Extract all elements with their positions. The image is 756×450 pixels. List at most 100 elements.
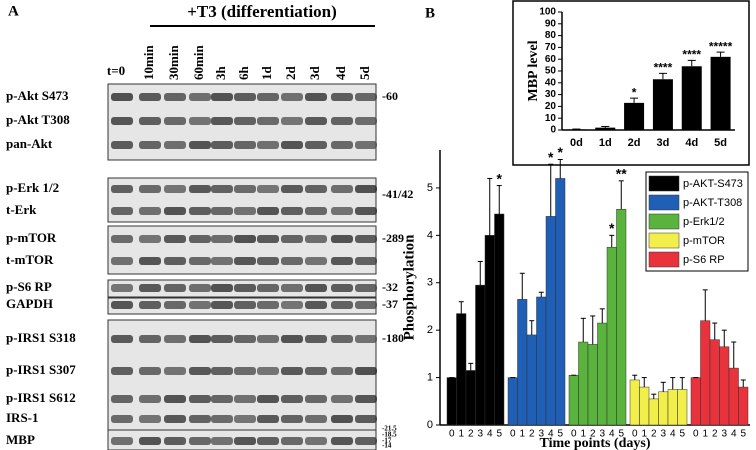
x-tick-label: 2 — [651, 429, 657, 440]
blot-band — [111, 235, 133, 243]
bar — [446, 377, 457, 426]
row-label: MBP — [6, 432, 35, 447]
blot-band — [281, 141, 303, 149]
blot-band — [305, 301, 327, 309]
blot-band — [281, 207, 303, 215]
size-marker: -41/42 — [382, 187, 413, 201]
size-marker: -14 — [382, 442, 392, 450]
row-label: p-Akt T308 — [6, 112, 70, 127]
bar — [639, 386, 650, 426]
bar — [677, 389, 688, 426]
bar — [597, 322, 608, 426]
error-bar — [687, 59, 696, 67]
x-tick-label: 5 — [618, 429, 624, 440]
bar — [616, 209, 627, 426]
size-marker: -32 — [382, 280, 398, 294]
bar — [681, 66, 702, 130]
blot-band — [234, 437, 256, 445]
x-tick-label: 4d — [685, 137, 698, 149]
error-bar — [740, 379, 746, 388]
blot-band — [305, 437, 327, 445]
blot-band — [281, 284, 303, 292]
timepoint-label: 2d — [283, 66, 298, 81]
blot-band — [305, 207, 327, 215]
blot-band — [331, 415, 353, 423]
legend-swatch — [648, 175, 680, 192]
bar — [690, 377, 701, 426]
error-bar — [632, 374, 638, 380]
blot-band — [139, 415, 161, 423]
blot-band — [111, 437, 133, 445]
blot-band — [234, 257, 256, 265]
error-bar — [702, 289, 708, 321]
blot-band — [139, 335, 161, 343]
row-label: IRS-1 — [6, 410, 39, 425]
blot-band — [164, 395, 186, 403]
blot-band — [164, 141, 186, 149]
x-tick-label: 0 — [510, 429, 516, 440]
bar — [624, 102, 645, 130]
blot-band — [355, 141, 377, 149]
legend-swatch — [648, 213, 680, 230]
inset-frame — [512, 0, 750, 166]
blot-band — [164, 185, 186, 193]
blot-band — [257, 185, 279, 193]
y-tick-label: 40 — [545, 77, 557, 88]
blot-band — [331, 117, 353, 125]
x-tick-label: 2 — [468, 429, 474, 440]
error-bar — [548, 163, 554, 217]
timepoint-label: 4d — [333, 66, 348, 81]
bar — [555, 178, 566, 426]
blot-band — [281, 335, 303, 343]
blot-band — [305, 395, 327, 403]
blot-band — [189, 93, 211, 101]
x-tick-label: 5d — [714, 137, 727, 149]
blot-band — [355, 93, 377, 101]
blot-band — [281, 395, 303, 403]
x-tick-label: 3 — [477, 429, 483, 440]
error-bar — [641, 377, 647, 388]
bar — [484, 235, 495, 426]
blot-band — [355, 301, 377, 309]
blot-band — [305, 141, 327, 149]
blot-band — [139, 437, 161, 445]
timepoint-label: 6h — [236, 66, 251, 81]
blot-band — [211, 367, 233, 375]
y-tick-label: 10 — [545, 113, 557, 124]
bar — [719, 346, 730, 426]
bar — [738, 386, 749, 426]
blot-band — [139, 185, 161, 193]
bar — [568, 374, 579, 426]
legend-label: p-AKT-S473 — [683, 178, 743, 190]
timepoint-label: 3d — [307, 66, 322, 81]
blot-band — [139, 235, 161, 243]
blot-band — [189, 117, 211, 125]
blot-band — [234, 207, 256, 215]
blot-band — [305, 335, 327, 343]
error-bar — [651, 393, 657, 399]
blot-band — [164, 415, 186, 423]
blot-band — [211, 235, 233, 243]
blot-band — [331, 395, 353, 403]
blot-band — [211, 284, 233, 292]
blot-band — [281, 235, 303, 243]
blot-band — [281, 257, 303, 265]
bar — [536, 296, 547, 426]
blot-band — [189, 335, 211, 343]
row-label: p-Erk 1/2 — [6, 180, 59, 195]
x-tick-label: 1d — [599, 137, 612, 149]
x-tick-label: 1 — [580, 429, 586, 440]
blot-band — [257, 437, 279, 445]
blot-band — [189, 395, 211, 403]
x-tick-label: 1 — [519, 429, 525, 440]
blot-band — [257, 117, 279, 125]
blot-band — [331, 235, 353, 243]
blot-band — [189, 437, 211, 445]
legend-label: p-S6 RP — [683, 254, 725, 266]
error-bar — [599, 308, 605, 324]
legend-label: p-mTOR — [683, 235, 725, 247]
y-axis-label: Phosphorylation — [401, 234, 417, 341]
blot-band — [111, 117, 133, 125]
blot-band — [331, 207, 353, 215]
significance-mark: **** — [682, 48, 701, 62]
